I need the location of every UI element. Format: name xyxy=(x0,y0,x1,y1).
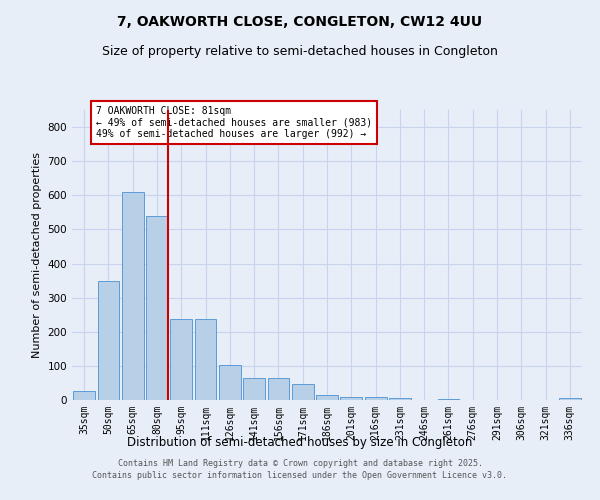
Bar xyxy=(170,319,192,400)
Bar xyxy=(219,365,241,400)
Bar xyxy=(340,396,362,400)
Bar xyxy=(389,398,411,400)
Y-axis label: Number of semi-detached properties: Number of semi-detached properties xyxy=(32,152,42,358)
Text: 7, OAKWORTH CLOSE, CONGLETON, CW12 4UU: 7, OAKWORTH CLOSE, CONGLETON, CW12 4UU xyxy=(118,15,482,29)
Bar xyxy=(292,384,314,400)
Text: 7 OAKWORTH CLOSE: 81sqm
← 49% of semi-detached houses are smaller (983)
49% of s: 7 OAKWORTH CLOSE: 81sqm ← 49% of semi-de… xyxy=(96,106,373,140)
Bar xyxy=(365,396,386,400)
Bar xyxy=(194,319,217,400)
Bar xyxy=(316,395,338,400)
Bar xyxy=(268,378,289,400)
Bar xyxy=(559,398,581,400)
Text: Size of property relative to semi-detached houses in Congleton: Size of property relative to semi-detach… xyxy=(102,45,498,58)
Bar xyxy=(73,391,95,400)
Bar xyxy=(97,280,119,400)
Text: Contains HM Land Registry data © Crown copyright and database right 2025.
Contai: Contains HM Land Registry data © Crown c… xyxy=(92,458,508,480)
Text: Distribution of semi-detached houses by size in Congleton: Distribution of semi-detached houses by … xyxy=(127,436,473,449)
Bar xyxy=(243,378,265,400)
Bar xyxy=(122,192,143,400)
Bar xyxy=(146,216,168,400)
